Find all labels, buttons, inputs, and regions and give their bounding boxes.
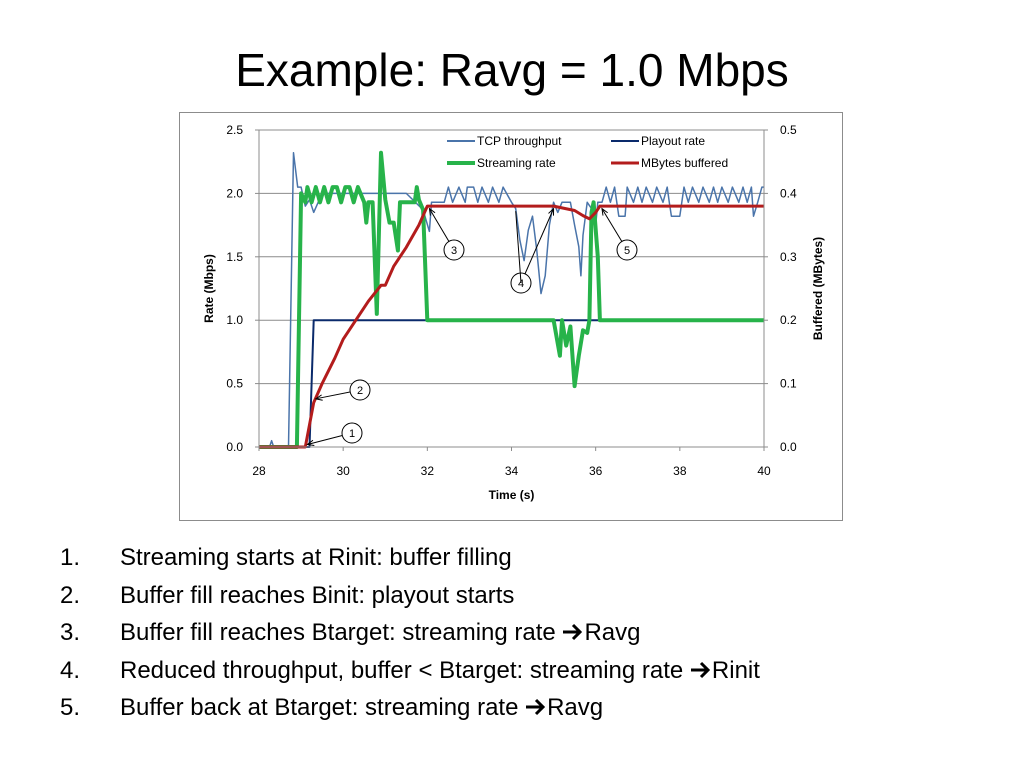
y-axis-title: Rate (Mbps) <box>202 254 216 323</box>
right-arrow-icon <box>526 698 546 716</box>
list-item-4: 4. Reduced throughput, buffer < Btarget:… <box>60 652 760 690</box>
annotation-arrowhead <box>314 394 323 401</box>
list-item-1: 1. Streaming starts at Rinit: buffer fil… <box>60 539 760 577</box>
annotation-label: 3 <box>451 245 457 257</box>
annotation-circle <box>349 379 371 401</box>
right-arrow-icon <box>563 623 583 641</box>
x-tick-label: 38 <box>673 464 687 478</box>
annotation-pointer <box>515 211 522 284</box>
annotation-arrowhead <box>601 207 608 216</box>
y2-tick-label: 0.2 <box>780 313 797 327</box>
slide-title: Example: Ravg = 1.0 Mbps <box>235 44 789 96</box>
list-text: Streaming starts at Rinit: buffer fillin… <box>120 544 512 571</box>
list-number: 3. <box>60 619 81 646</box>
list-item-2: 2. Buffer fill reaches Binit: playout st… <box>60 577 760 615</box>
annotation-arrowhead <box>428 207 436 216</box>
list-number: 4. <box>60 656 81 684</box>
y-tick-label: 0.5 <box>226 377 243 391</box>
y-tick-label: 2.0 <box>226 186 243 200</box>
x-tick-label: 34 <box>505 464 519 478</box>
grid-lines <box>259 129 764 448</box>
y-tick-label: 1.0 <box>226 313 243 327</box>
series-layer <box>259 150 764 449</box>
list-text-value: Ravg <box>547 694 604 721</box>
y2-tick-label: 0.4 <box>780 186 797 200</box>
x-tick-label: 32 <box>421 464 435 478</box>
x-tick-label: 28 <box>252 464 266 478</box>
series-line-3 <box>259 204 764 449</box>
list-text: Buffer fill reaches Btarget: streaming r… <box>120 619 563 646</box>
legend-label: MBytes buffered <box>641 156 728 170</box>
x-axis-title: Time (s) <box>489 488 535 502</box>
annotation-pointer <box>520 208 555 284</box>
x-tick-label: 36 <box>589 464 603 478</box>
annotation-arrowhead <box>548 207 555 216</box>
legend-label: Playout rate <box>641 134 705 148</box>
legend: TCP throughput Playout rate Streaming rate… <box>447 134 728 170</box>
legend-label: TCP throughput <box>477 134 562 148</box>
annotation-layer: 1 2 3 4 5 <box>306 207 638 446</box>
y2-tick-label: 0.5 <box>780 123 797 137</box>
axes-layer: 0.0 0.5 1.0 1.5 2.0 2.5 0.0 0.1 0.2 0.3 0.4 0.5 28 30… <box>202 123 825 502</box>
list-text: Buffer back at Btarget: streaming rate <box>120 694 526 721</box>
y-tick-label: 0.0 <box>226 440 243 454</box>
series-line-0 <box>259 152 764 448</box>
annotation-label: 4 <box>518 278 524 290</box>
y2-tick-label: 0.3 <box>780 250 797 264</box>
y2-axis-title: Buffered (MBytes) <box>811 237 825 340</box>
annotation-circle <box>616 239 638 261</box>
y2-tick-label: 0.1 <box>780 377 797 391</box>
annotation-label: 2 <box>357 385 363 397</box>
x-tick-label: 30 <box>336 464 350 478</box>
list-number: 2. <box>60 581 81 609</box>
annotation-arrowhead <box>306 439 315 446</box>
x-tick-label: 40 <box>757 464 771 478</box>
annotation-label: 5 <box>624 245 630 257</box>
annotation-circle <box>443 239 465 261</box>
legend-label: Streaming rate <box>477 156 556 170</box>
right-arrow-icon <box>690 661 711 678</box>
list-number: 1. <box>60 544 81 571</box>
y-tick-label: 1.5 <box>226 250 243 264</box>
list-item-3: 3. Buffer fill reaches Btarget: streamin… <box>60 614 760 652</box>
y-tick-label: 2.5 <box>226 123 243 137</box>
list-item-5: 5. Buffer back at Btarget: streaming rat… <box>60 689 760 727</box>
list-text-value: Ravg <box>584 619 641 646</box>
explanation-list: 1. Streaming starts at Rinit: buffer fil… <box>60 539 760 727</box>
annotation-circle <box>341 422 363 444</box>
list-text: Reduced throughput, buffer < Btarget: st… <box>120 656 690 684</box>
annotation-label: 1 <box>349 428 355 440</box>
series-line-2 <box>259 150 764 449</box>
list-text-value: Rinit <box>711 656 760 684</box>
list-text: Buffer fill reaches Binit: playout start… <box>120 581 515 609</box>
y2-tick-label: 0.0 <box>780 440 797 454</box>
list-number: 5. <box>60 694 81 721</box>
